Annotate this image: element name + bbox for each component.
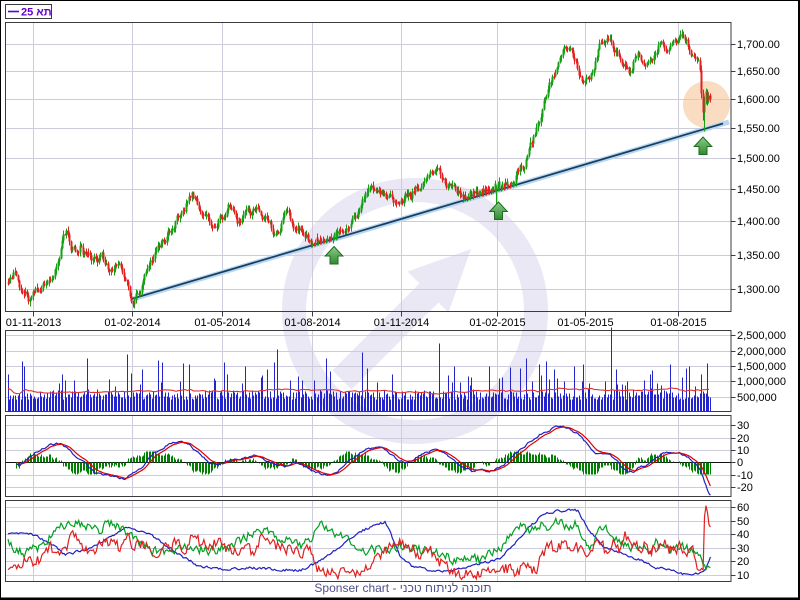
- svg-text:Sponser chart - תוכנה לניתוח ט: Sponser chart - תוכנה לניתוח טכני: [314, 581, 491, 595]
- svg-text:01-08-2015: 01-08-2015: [650, 317, 706, 329]
- svg-text:60: 60: [737, 502, 749, 514]
- svg-text:1,650.00: 1,650.00: [737, 66, 780, 78]
- svg-text:01-08-2014: 01-08-2014: [284, 317, 340, 329]
- svg-text:2,500,000: 2,500,000: [737, 330, 786, 342]
- svg-text:-20: -20: [737, 482, 753, 494]
- svg-text:1,550.00: 1,550.00: [737, 123, 780, 135]
- svg-text:01-11-2014: 01-11-2014: [374, 317, 429, 329]
- svg-text:1,400.00: 1,400.00: [737, 216, 780, 228]
- svg-text:50: 50: [737, 516, 749, 528]
- svg-text:01-02-2015: 01-02-2015: [469, 317, 525, 329]
- svg-text:1,500.00: 1,500.00: [737, 153, 780, 165]
- svg-text:20: 20: [737, 556, 749, 568]
- svg-text:0: 0: [737, 457, 743, 469]
- svg-text:01-05-2015: 01-05-2015: [557, 317, 613, 329]
- svg-text:40: 40: [737, 529, 749, 541]
- svg-text:10: 10: [737, 570, 749, 582]
- svg-text:1,350.00: 1,350.00: [737, 250, 780, 262]
- svg-text:10: 10: [737, 445, 749, 457]
- svg-text:20: 20: [737, 433, 749, 445]
- svg-text:01-02-2014: 01-02-2014: [104, 317, 160, 329]
- svg-text:1,300.00: 1,300.00: [737, 284, 780, 296]
- svg-text:1,450.00: 1,450.00: [737, 184, 780, 196]
- svg-text:1,500,000: 1,500,000: [737, 361, 786, 373]
- svg-text:1,000,000: 1,000,000: [737, 376, 786, 388]
- svg-text:25 תא: 25 תא: [21, 7, 52, 19]
- svg-text:01-05-2014: 01-05-2014: [194, 317, 250, 329]
- svg-text:01-11-2013: 01-11-2013: [6, 317, 61, 329]
- svg-text:2,000,000: 2,000,000: [737, 346, 786, 358]
- svg-text:1,700.00: 1,700.00: [737, 39, 780, 51]
- svg-text:500,000: 500,000: [737, 392, 777, 404]
- svg-text:30: 30: [737, 543, 749, 555]
- svg-text:-10: -10: [737, 470, 753, 482]
- svg-text:1,600.00: 1,600.00: [737, 94, 780, 106]
- svg-text:30: 30: [737, 420, 749, 432]
